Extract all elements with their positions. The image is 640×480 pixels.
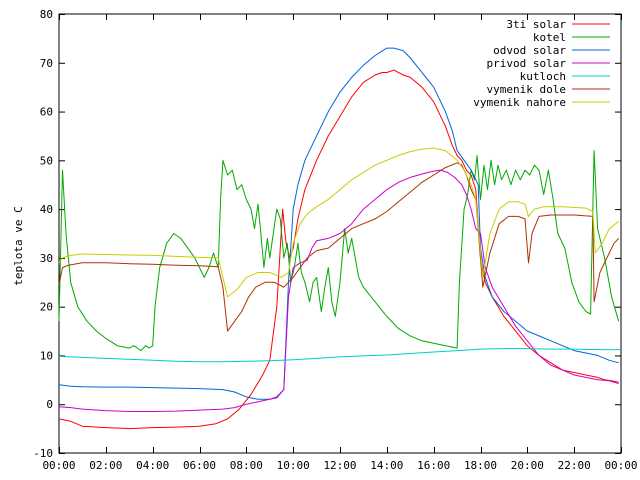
x-tick-label: 14:00 xyxy=(370,459,403,472)
y-tick-label: 0 xyxy=(46,398,53,411)
y-tick-label: 50 xyxy=(40,154,53,167)
x-tick-label: 18:00 xyxy=(464,459,497,472)
y-tick-label: 60 xyxy=(40,106,53,119)
axes: -10 0 10 20 30 40 50 60 70 80 00:00 02:00 04:00 06:00… xyxy=(33,8,637,472)
x-tick-label: 02:00 xyxy=(89,459,122,472)
x-tick-label: 16:00 xyxy=(417,459,450,472)
series-line-vymenik-nahore xyxy=(58,147,620,298)
series-line-vymenik-dole xyxy=(58,162,620,332)
x-tick-label: 20:00 xyxy=(511,459,544,472)
y-tick-label: 70 xyxy=(40,57,53,70)
legend-label: kotel xyxy=(533,31,566,44)
series-layer xyxy=(58,47,621,430)
x-tick-label: 10:00 xyxy=(277,459,310,472)
x-tick-label: 08:00 xyxy=(230,459,263,472)
legend-label: 3ti solar xyxy=(506,18,566,31)
x-tick-label: 06:00 xyxy=(183,459,216,472)
y-axis-label: teplota ve C xyxy=(12,206,25,285)
y-tick-label: 40 xyxy=(40,203,53,216)
legend-label: privod solar xyxy=(487,57,567,70)
x-tick-label: 00:00 xyxy=(604,459,637,472)
series-line-3ti-solar xyxy=(58,69,619,430)
legend-label: kutloch xyxy=(520,70,566,83)
y-tick-label: 30 xyxy=(40,252,53,265)
series-line-kutloch xyxy=(58,348,621,363)
legend-label: vymenik dole xyxy=(487,83,566,96)
y-tick-label: 80 xyxy=(40,8,53,21)
x-tick-label: 12:00 xyxy=(323,459,356,472)
series-line-privod-solar xyxy=(58,169,619,412)
x-tick-label: 00:00 xyxy=(42,459,75,472)
x-tick-label: 22:00 xyxy=(558,459,591,472)
series-line-kotel xyxy=(58,150,620,352)
legend-label: odvod solar xyxy=(493,44,566,57)
x-tick-label: 04:00 xyxy=(136,459,169,472)
y-tick-label: -10 xyxy=(33,447,53,460)
y-tick-label: 10 xyxy=(40,349,53,362)
legend-label: vymenik nahore xyxy=(473,96,566,109)
y-tick-label: 20 xyxy=(40,301,53,314)
series-line-odvod-solar xyxy=(58,47,619,400)
